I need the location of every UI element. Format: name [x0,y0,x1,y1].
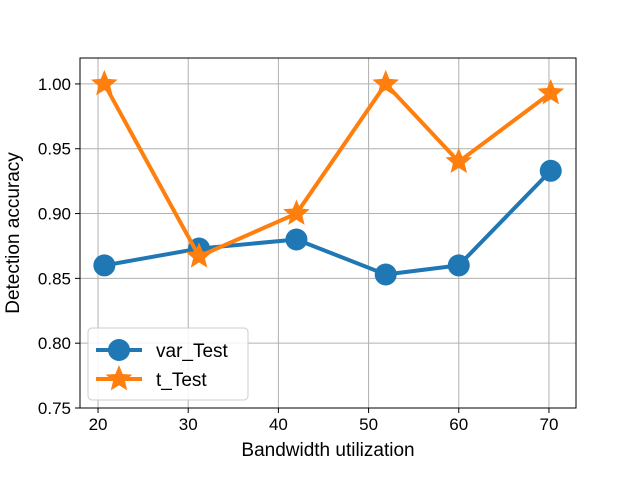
series-var_Test [93,159,562,286]
series-layer [91,69,565,286]
legend-label: t_Test [156,370,207,391]
y-tick-label: 0.95 [38,140,71,159]
data-point-marker [537,79,565,105]
data-point-marker [285,228,308,251]
x-tick-label: 30 [179,415,198,434]
y-tick-label: 0.90 [38,205,71,224]
data-point-marker [91,69,118,96]
series-t_Test [91,69,565,268]
data-point-marker [445,147,473,174]
plot-frame [79,57,577,409]
series-line [102,168,553,277]
data-point-marker [447,254,470,277]
x-tick-label: 40 [269,415,288,434]
data-point-marker [539,159,562,182]
y-tick-label: 1.00 [38,75,71,94]
legend-marker [108,339,130,361]
y-tick-label: 0.80 [38,334,71,353]
ticks: 20 30 40 50 60 70 0.75 0.80 0.85 0.90 0.95 1.00 [38,75,559,434]
data-point-marker [185,242,213,268]
x-tick-label: 20 [89,415,108,434]
x-axis-title: Bandwidth utilization [241,440,414,461]
legend-marker [105,365,133,391]
x-tick-label: 70 [539,415,558,434]
data-point-marker [93,254,116,277]
x-tick-label: 60 [449,415,468,434]
y-tick-label: 0.75 [38,399,71,418]
legend: var_Test t_Test [87,327,249,401]
y-tick-label: 0.85 [38,269,71,288]
y-axis-title: Detection accuracy [3,152,24,314]
legend-label: var_Test [156,341,229,362]
x-tick-label: 50 [359,415,378,434]
series-line [102,81,553,259]
data-point-marker [372,69,400,96]
data-point-marker [283,199,310,225]
data-point-marker [374,263,397,286]
